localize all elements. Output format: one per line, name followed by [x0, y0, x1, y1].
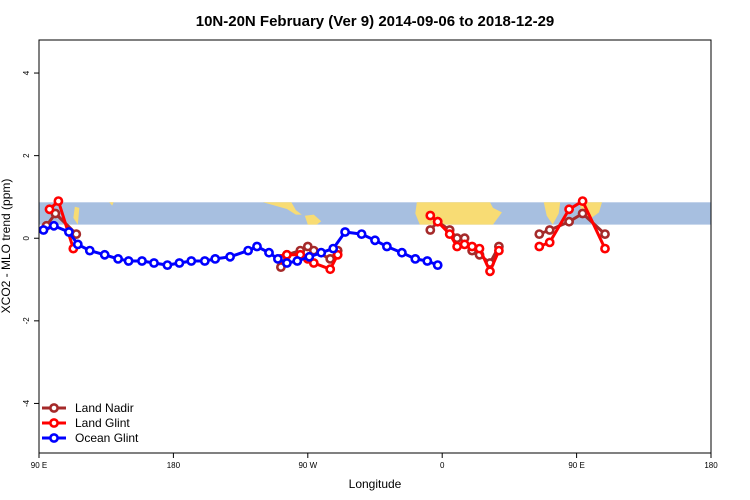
- data-point-land-nadir: [325, 253, 336, 264]
- map-land-patch: [109, 202, 114, 206]
- data-point-ocean-glint: [186, 256, 197, 266]
- x-tick-label: 90 E: [568, 461, 584, 470]
- data-point-land-glint: [53, 196, 64, 206]
- x-axis-label: Longitude: [349, 477, 402, 491]
- data-point-ocean-glint: [174, 258, 185, 268]
- legend-swatch-marker: [49, 418, 59, 428]
- data-point-ocean-glint: [370, 235, 380, 246]
- data-point-land-glint: [534, 241, 545, 252]
- data-point-land-glint: [452, 241, 462, 252]
- data-point-ocean-glint: [340, 227, 350, 237]
- data-point-ocean-glint: [137, 256, 147, 266]
- data-point-land-glint: [281, 249, 292, 260]
- series-ocean-glint: [38, 220, 443, 270]
- data-point-ocean-glint: [38, 225, 49, 235]
- y-axis-label: XCO2 - MLO trend (ppm): [0, 179, 13, 314]
- data-point-land-glint: [444, 229, 455, 239]
- legend-item-land-glint: Land Glint: [42, 416, 130, 430]
- data-point-land-glint: [425, 210, 436, 221]
- data-point-land-glint: [600, 243, 610, 254]
- y-tick-label: 0: [22, 235, 31, 240]
- x-axis: 90 E 180 90 W 0 90 E 180: [31, 453, 718, 470]
- map-land-patch: [543, 202, 561, 225]
- data-point-ocean-glint: [84, 245, 95, 256]
- legend-label: Land Glint: [75, 416, 130, 430]
- data-point-ocean-glint: [328, 243, 339, 254]
- legend-swatch-marker: [49, 403, 59, 413]
- x-tick-label: 90 W: [298, 461, 317, 470]
- data-point-land-nadir: [425, 225, 436, 235]
- x-tick-label: 180: [704, 461, 718, 470]
- data-point-ocean-glint: [252, 241, 262, 252]
- y-tick-label: -4: [22, 399, 31, 407]
- data-point-ocean-glint: [432, 260, 443, 270]
- x-tick-label: 90 E: [31, 461, 47, 470]
- data-point-ocean-glint: [410, 253, 421, 264]
- data-point-land-nadir: [534, 229, 545, 239]
- data-point-ocean-glint: [316, 247, 327, 258]
- legend-swatch-marker: [49, 433, 59, 443]
- data-point-land-nadir: [564, 216, 574, 227]
- data-point-ocean-glint: [281, 258, 292, 268]
- data-point-ocean-glint: [225, 251, 235, 262]
- data-point-land-glint: [474, 243, 485, 254]
- data-point-land-nadir: [577, 208, 588, 219]
- map-land-patch: [73, 206, 80, 225]
- data-point-land-glint: [577, 196, 588, 206]
- map-land-patch: [263, 202, 302, 215]
- data-point-ocean-glint: [356, 229, 367, 239]
- data-point-ocean-glint: [381, 241, 392, 252]
- data-point-ocean-glint: [292, 256, 303, 266]
- data-point-land-glint: [459, 239, 470, 250]
- y-axis: -4 -2 0 2 4: [22, 70, 39, 407]
- chart-title: 10N-20N February (Ver 9) 2014-09-06 to 2…: [196, 13, 555, 30]
- y-tick-label: 2: [22, 153, 31, 158]
- legend-item-ocean-glint: Ocean Glint: [42, 431, 139, 445]
- legend-item-land-nadir: Land Nadir: [42, 401, 134, 415]
- y-tick-label: 4: [22, 70, 31, 75]
- plot-area: [38, 196, 711, 277]
- data-point-ocean-glint: [64, 227, 74, 237]
- data-point-ocean-glint: [123, 256, 134, 266]
- data-point-land-glint: [485, 266, 495, 277]
- x-tick-label: 0: [440, 461, 445, 470]
- data-point-land-glint: [544, 237, 555, 248]
- data-point-land-glint: [332, 249, 343, 260]
- data-point-ocean-glint: [396, 247, 407, 258]
- plot-frame: [38, 39, 712, 454]
- data-point-ocean-glint: [272, 253, 283, 264]
- data-point-land-glint: [44, 204, 55, 215]
- data-point-land-nadir: [600, 229, 610, 239]
- data-point-ocean-glint: [113, 253, 123, 264]
- data-point-land-glint: [493, 245, 504, 256]
- data-point-ocean-glint: [149, 258, 159, 268]
- data-point-land-glint: [564, 204, 574, 215]
- data-point-ocean-glint: [304, 251, 315, 262]
- legend-label: Ocean Glint: [75, 431, 139, 445]
- data-point-ocean-glint: [162, 260, 173, 270]
- data-point-land-glint: [325, 264, 336, 275]
- data-point-ocean-glint: [210, 253, 221, 264]
- map-strip-ocean: [39, 202, 711, 225]
- data-point-land-glint: [432, 216, 443, 227]
- data-point-ocean-glint: [199, 256, 210, 266]
- data-point-ocean-glint: [243, 245, 253, 256]
- data-point-ocean-glint: [49, 220, 59, 231]
- data-point-ocean-glint: [72, 239, 83, 250]
- y-tick-label: -2: [22, 317, 31, 325]
- legend-label: Land Nadir: [75, 401, 134, 415]
- data-point-ocean-glint: [99, 249, 110, 260]
- data-point-ocean-glint: [264, 247, 274, 258]
- x-tick-label: 180: [167, 461, 181, 470]
- data-point-land-glint: [308, 258, 319, 268]
- data-point-land-nadir: [544, 225, 555, 235]
- data-point-ocean-glint: [422, 256, 433, 266]
- map-land-patch: [304, 214, 322, 225]
